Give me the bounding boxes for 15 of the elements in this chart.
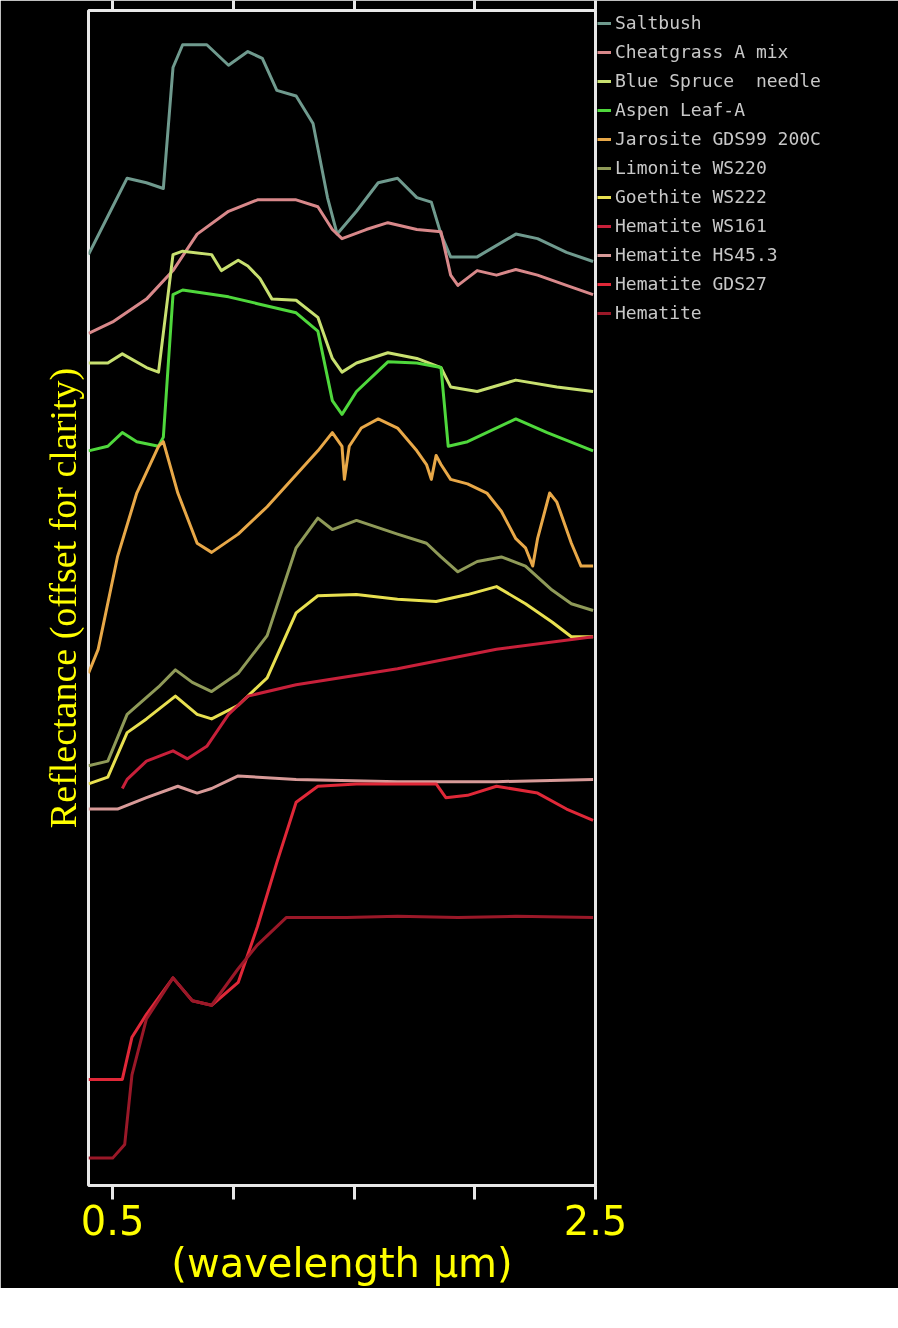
- legend-label: Goethite WS222: [615, 186, 767, 207]
- x-axis-title: (wavelength µm): [171, 1239, 513, 1286]
- legend-label: Cheatgrass A mix: [615, 41, 789, 62]
- legend-label: Hematite HS45.3: [615, 244, 778, 265]
- legend-label: Limonite WS220: [615, 157, 767, 178]
- legend-label: Blue Spruce needle: [615, 70, 821, 91]
- legend-label: Hematite: [615, 302, 702, 323]
- legend-label: Jarosite GDS99 200C: [615, 128, 821, 149]
- y-axis-title: Reflectance (offset for clarity): [41, 367, 85, 829]
- x-tick-label: 2.5: [563, 1197, 628, 1244]
- x-tick-label: 0.5: [80, 1197, 145, 1244]
- legend-label: Saltbush: [615, 12, 702, 33]
- legend-label: Hematite WS161: [615, 215, 767, 236]
- legend-label: Hematite GDS27: [615, 273, 767, 294]
- legend-label: Aspen Leaf-A: [615, 99, 746, 120]
